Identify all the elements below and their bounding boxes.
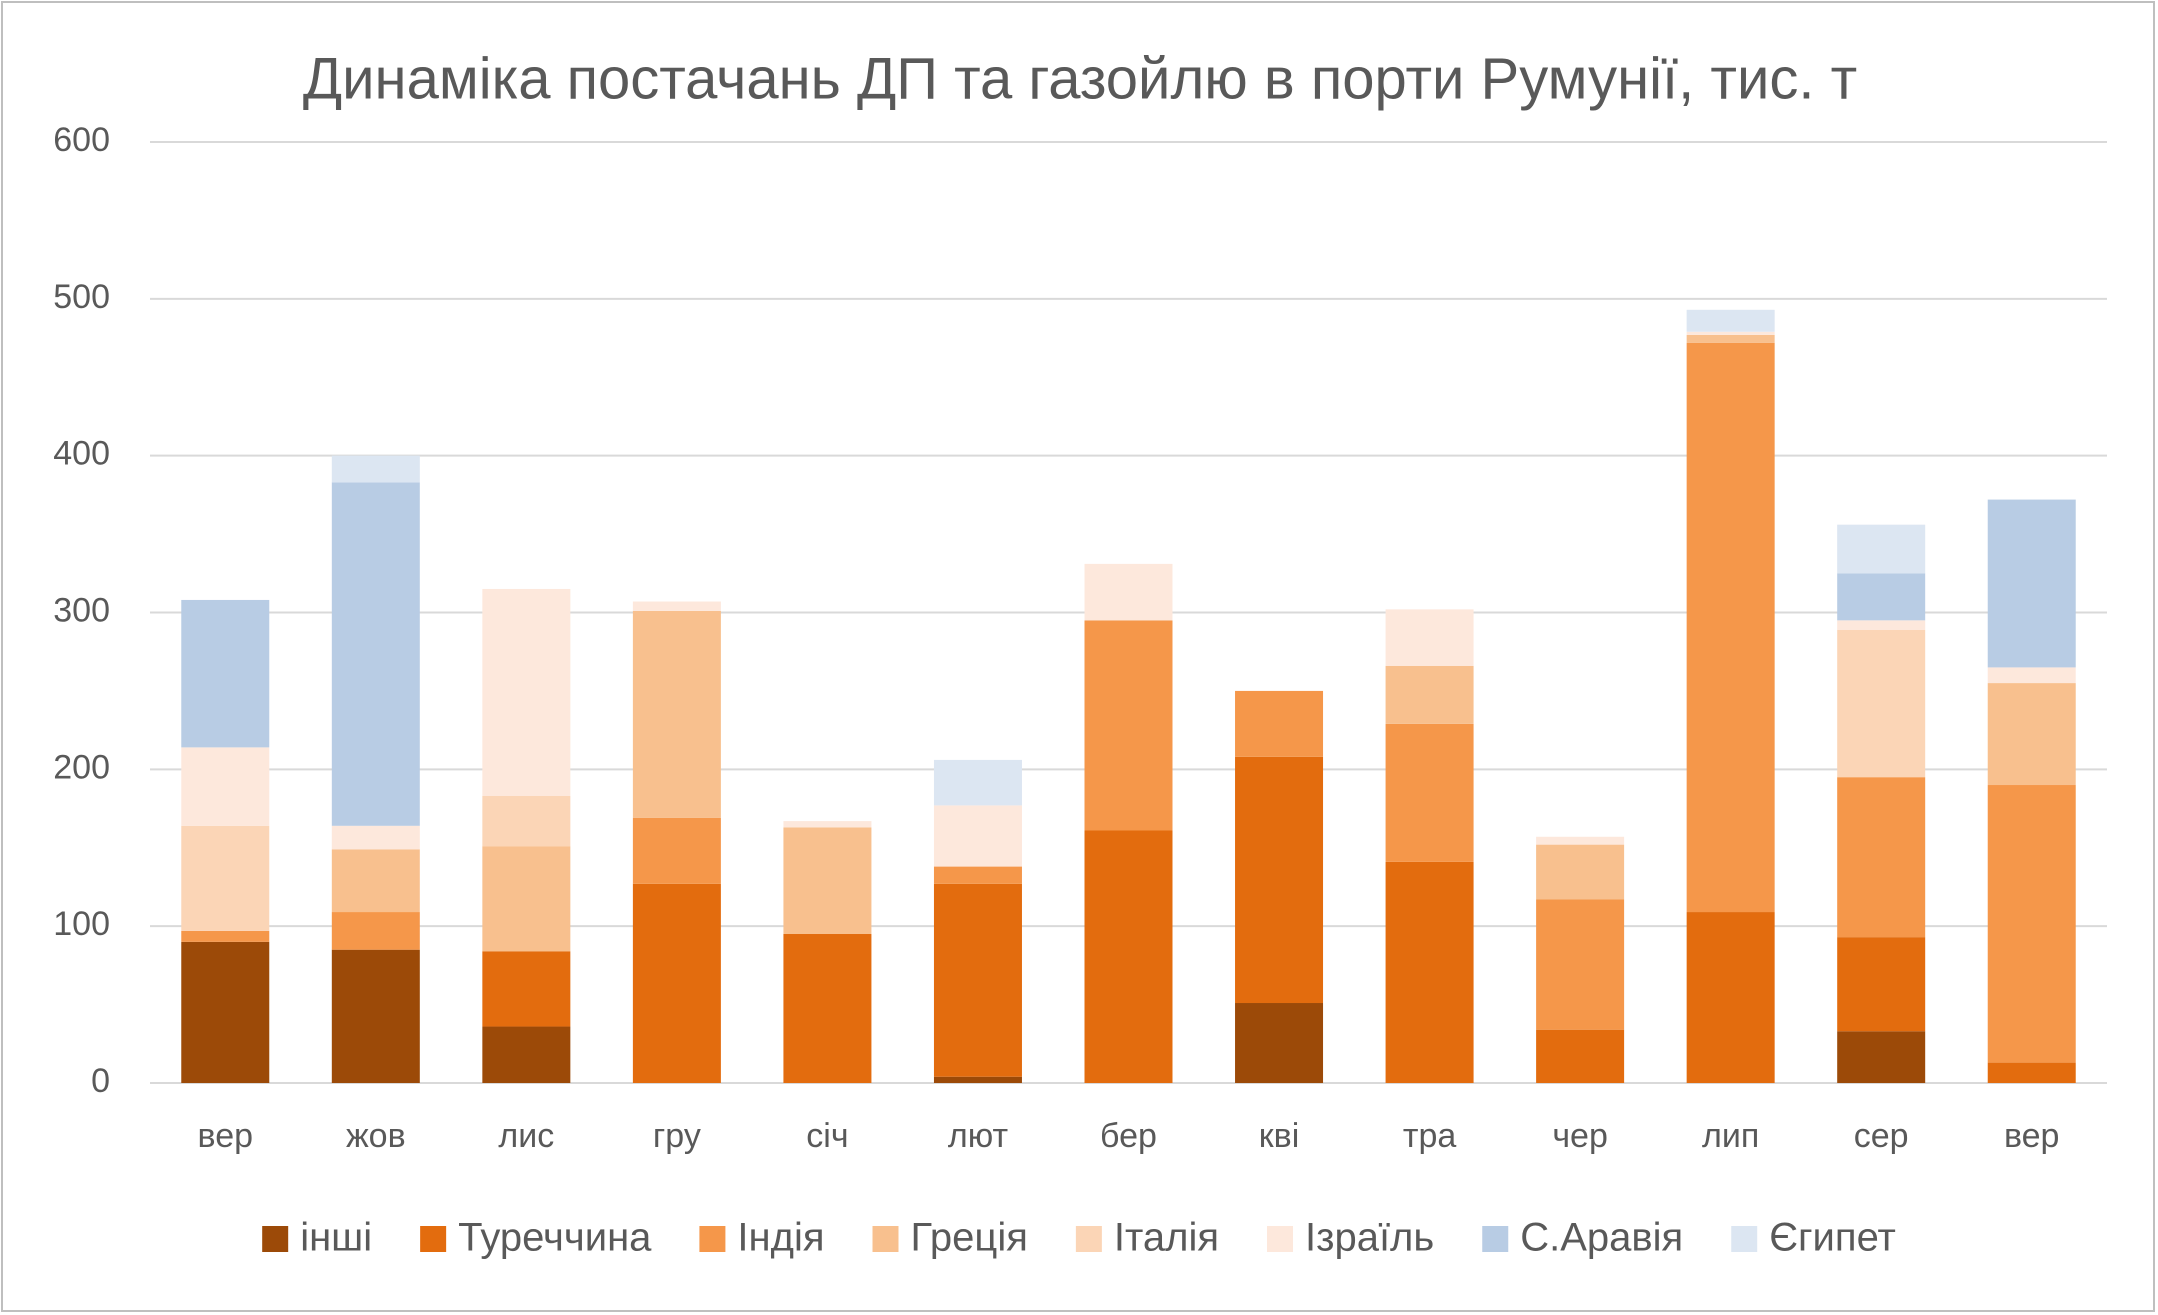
legend-label: інші [300, 1216, 372, 1260]
bar-segment [1084, 830, 1173, 1083]
bar-segment [1686, 342, 1775, 913]
bar-segment [331, 912, 420, 950]
bar-segment [1686, 334, 1775, 343]
x-tick-label: лют [948, 1117, 1008, 1155]
x-tick-label: лис [498, 1117, 554, 1155]
bar-segment [181, 941, 270, 1083]
bar-segment [482, 951, 571, 1027]
x-tick-label: жов [346, 1117, 406, 1155]
bar-segment [482, 795, 571, 847]
bar-segment [181, 930, 270, 942]
bar-segment [1536, 836, 1625, 845]
bar-segment [1084, 620, 1173, 831]
bar-segment [933, 883, 1022, 1077]
chart-title: Динаміка постачань ДП та газойлю в порти… [303, 46, 1857, 111]
bar-segment [1837, 620, 1926, 630]
bar-segment [181, 747, 270, 826]
bar-segment [482, 588, 571, 796]
bar-segment [933, 1076, 1022, 1083]
bar-segment [783, 821, 872, 828]
x-tick-label: кві [1259, 1117, 1300, 1155]
bar-segment [1987, 667, 2076, 684]
bar-segment [1385, 665, 1474, 724]
bar-segment [1385, 861, 1474, 1083]
bar-segment [482, 1026, 571, 1083]
legend-swatch [420, 1226, 447, 1252]
bar-segment [632, 610, 721, 818]
legend-swatch [1482, 1226, 1509, 1252]
bar-segment [1235, 690, 1324, 757]
bar-segment [331, 949, 420, 1083]
bar-segment [181, 599, 270, 748]
bar-segment [783, 934, 872, 1083]
bar-segment [1385, 609, 1474, 666]
legend-swatch [262, 1226, 289, 1252]
bar-segment [632, 601, 721, 611]
x-tick-label: вер [2004, 1117, 2060, 1155]
bar-segment [1235, 1003, 1324, 1083]
bar-segment [933, 759, 1022, 806]
bar-segment [933, 805, 1022, 867]
legend-swatch [1075, 1226, 1102, 1252]
bar-segment [1686, 331, 1775, 335]
bar-segment [1837, 573, 1926, 621]
x-tick-label: лип [1702, 1117, 1759, 1155]
x-tick-label: бер [1100, 1117, 1157, 1155]
y-tick-label: 100 [53, 905, 110, 943]
legend-label: Італія [1114, 1216, 1219, 1260]
x-tick-label: сер [1854, 1117, 1909, 1155]
bar-segment [1536, 1029, 1625, 1083]
x-tick-label: січ [806, 1117, 848, 1155]
bar-segment [1536, 899, 1625, 1030]
bar-segment [933, 866, 1022, 884]
bar-segment [1235, 756, 1324, 1004]
y-tick-label: 600 [53, 121, 110, 159]
legend-label: Греція [911, 1216, 1028, 1260]
bar-segment [783, 827, 872, 935]
bar-segment [1837, 1031, 1926, 1083]
bar-segment [632, 817, 721, 884]
bar-segment [1837, 629, 1926, 778]
x-tick-label: тра [1403, 1117, 1456, 1155]
x-tick-label: вер [198, 1117, 254, 1155]
bar-segment [1385, 723, 1474, 862]
y-tick-label: 500 [53, 278, 110, 316]
legend-label: Індія [737, 1216, 824, 1260]
bar-segment [1837, 524, 1926, 574]
legend-label: Туреччина [458, 1216, 652, 1260]
bar-segment [1837, 777, 1926, 938]
y-tick-label: 0 [91, 1062, 110, 1100]
bar-segment [632, 883, 721, 1083]
legend-swatch [872, 1226, 899, 1252]
bar-segment [1987, 785, 2076, 1063]
bar-segment [1987, 683, 2076, 786]
bar-segment [1686, 912, 1775, 1083]
bar-segment [331, 825, 420, 850]
y-tick-label: 400 [53, 435, 110, 473]
bar-segment [331, 455, 420, 483]
bar-segment [1686, 309, 1775, 332]
bar-segment [331, 482, 420, 826]
legend-label: С.Аравія [1520, 1216, 1683, 1260]
bar-segment [1536, 844, 1625, 900]
x-tick-label: чер [1552, 1117, 1608, 1155]
legend-label: Єгипет [1769, 1216, 1896, 1260]
legend-label: Ізраїль [1305, 1216, 1434, 1260]
bar-segment [181, 825, 270, 931]
y-tick-label: 200 [53, 748, 110, 786]
bar-segment [331, 849, 420, 913]
bar-segment [1987, 499, 2076, 668]
x-tick-label: гру [653, 1117, 701, 1155]
legend-swatch [1731, 1226, 1758, 1252]
y-tick-label: 300 [53, 591, 110, 629]
legend-swatch [1267, 1226, 1293, 1252]
bar-segment [482, 846, 571, 952]
bar-segment [1987, 1062, 2076, 1083]
bar-segment [1084, 563, 1173, 621]
bar-segment [1837, 937, 1926, 1032]
legend-swatch [699, 1226, 726, 1252]
